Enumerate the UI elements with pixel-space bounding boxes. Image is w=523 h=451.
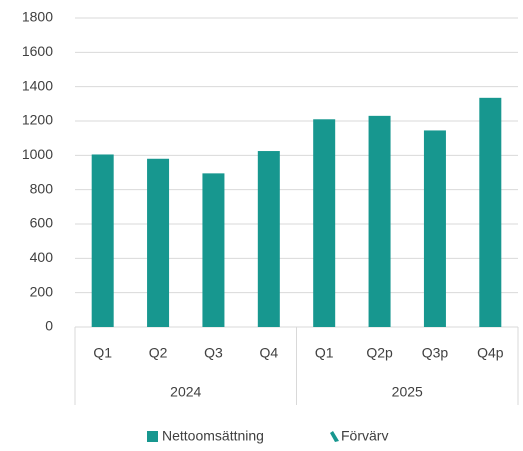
bar xyxy=(257,151,280,327)
bar xyxy=(313,119,336,328)
y-tick-label: 1800 xyxy=(22,9,53,25)
y-tick-label: 600 xyxy=(30,215,54,231)
bar xyxy=(479,97,502,327)
y-tick-label: 400 xyxy=(30,249,54,265)
bar xyxy=(147,158,170,327)
y-tick-label: 1200 xyxy=(22,112,53,128)
legend-label: Förvärv xyxy=(341,428,388,444)
y-tick-label: 800 xyxy=(30,180,54,196)
x-tick-label: Q4 xyxy=(259,345,278,361)
x-tick-label: Q3p xyxy=(422,345,449,361)
y-tick-label: 0 xyxy=(45,318,53,334)
bar xyxy=(91,154,114,327)
x-tick-label: Q2 xyxy=(149,345,168,361)
legend-swatch xyxy=(147,431,158,442)
x-tick-label: Q1 xyxy=(315,345,334,361)
x-tick-label: Q3 xyxy=(204,345,223,361)
y-tick-label: 200 xyxy=(30,283,54,299)
x-tick-label: Q4p xyxy=(477,345,504,361)
x-tick-label: Q2p xyxy=(366,345,393,361)
bar xyxy=(202,173,225,327)
bar xyxy=(423,130,446,327)
bar xyxy=(368,115,391,327)
y-tick-label: 1600 xyxy=(22,43,53,59)
group-label: 2025 xyxy=(392,384,423,400)
group-label: 2024 xyxy=(170,384,201,400)
x-tick-label: Q1 xyxy=(93,345,112,361)
y-tick-label: 1000 xyxy=(22,146,53,162)
legend-swatch xyxy=(330,431,339,442)
legend-label: Nettoomsättning xyxy=(162,428,264,444)
y-tick-label: 1400 xyxy=(22,77,53,93)
